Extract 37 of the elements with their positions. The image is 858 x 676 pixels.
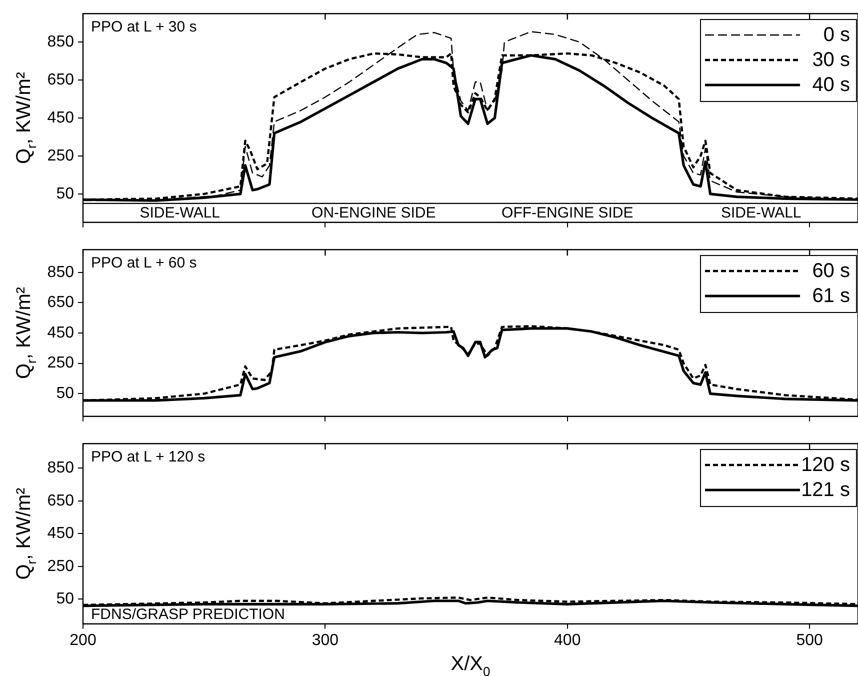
annotation: FDNS/GRASP PREDICTION (91, 606, 285, 623)
y-axis-title: Qr, KW/m² (13, 286, 39, 380)
chart-title: PPO at L + 120 s (91, 448, 206, 466)
chart-title: PPO at L + 60 s (91, 254, 197, 272)
legend-label: 40 s (811, 74, 851, 97)
legend-label: 61 s (811, 284, 851, 308)
y-tick-label: 850 (47, 460, 74, 477)
legend-label: 60 s (811, 260, 851, 283)
legend-label: 121 s (800, 478, 851, 502)
x-tick-label: 400 (554, 632, 581, 649)
y-tick-label: 450 (47, 109, 74, 126)
y-tick-label: 50 (56, 590, 74, 608)
x-tick-label: 500 (796, 632, 824, 649)
x-tick-label: 300 (312, 632, 339, 649)
y-tick-label: 450 (47, 324, 74, 342)
y-tick-label: 650 (47, 492, 74, 510)
y-tick-label: 850 (47, 33, 74, 50)
legend-label: 30 s (811, 48, 851, 72)
y-axis-title: Qr, KW/m² (13, 487, 39, 580)
y-tick-label: 50 (56, 385, 74, 402)
legend-label: 120 s (800, 454, 851, 477)
chart-title: PPO at L + 30 s (91, 18, 197, 36)
y-axis-title: Qr, KW/m² (13, 72, 39, 164)
annotation: OFF-ENGINE SIDE (502, 204, 634, 222)
x-tick-label: 200 (70, 632, 96, 649)
y-tick-label: 250 (47, 558, 74, 575)
y-tick-label: 250 (47, 354, 74, 372)
annotation: SIDE-WALL (720, 204, 802, 222)
y-tick-label: 650 (47, 71, 74, 88)
legend-label: 0 s (822, 24, 851, 47)
y-tick-label: 850 (47, 264, 74, 281)
annotation: SIDE-WALL (140, 204, 220, 222)
y-tick-label: 250 (47, 147, 74, 164)
y-tick-label: 50 (56, 185, 74, 202)
y-tick-label: 450 (47, 525, 74, 542)
y-tick-label: 650 (47, 294, 74, 312)
annotation: ON-ENGINE SIDE (312, 204, 436, 222)
